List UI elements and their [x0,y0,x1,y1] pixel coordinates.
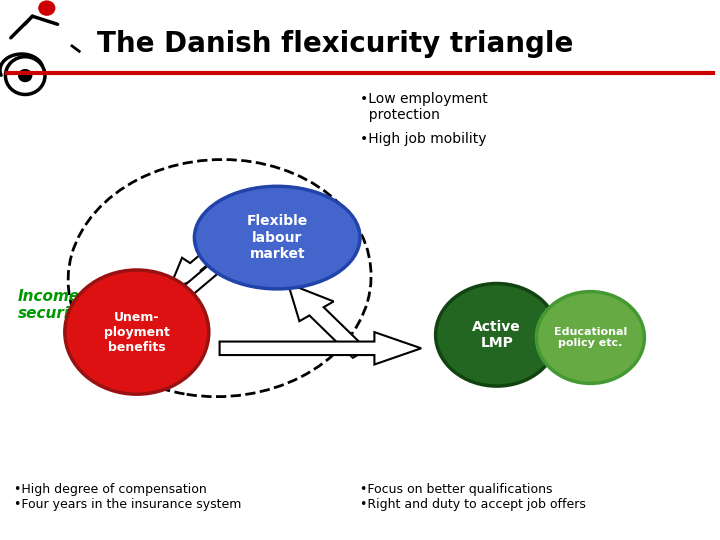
Text: •Focus on better qualifications
•Right and duty to accept job offers: •Focus on better qualifications •Right a… [360,483,586,511]
Text: Educational
policy etc.: Educational policy etc. [554,327,627,348]
Polygon shape [220,332,421,365]
Ellipse shape [19,70,32,82]
Ellipse shape [436,284,558,386]
Ellipse shape [194,186,360,289]
Ellipse shape [39,1,55,15]
Text: •Low employment
  protection: •Low employment protection [360,92,487,122]
Text: Income
security: Income security [18,289,87,321]
Text: The Danish flexicurity triangle: The Danish flexicurity triangle [97,30,574,58]
Polygon shape [169,237,232,289]
Text: •High degree of compensation
•Four years in the insurance system: •High degree of compensation •Four years… [14,483,242,511]
Polygon shape [288,284,367,358]
Ellipse shape [536,292,644,383]
Text: •High job mobility: •High job mobility [360,132,487,146]
Polygon shape [179,246,241,298]
Text: Flexible
labour
market: Flexible labour market [246,214,308,261]
Ellipse shape [65,270,209,394]
Text: Unem-
ployment
benefits: Unem- ployment benefits [104,310,170,354]
Text: Active
LMP: Active LMP [472,320,521,350]
